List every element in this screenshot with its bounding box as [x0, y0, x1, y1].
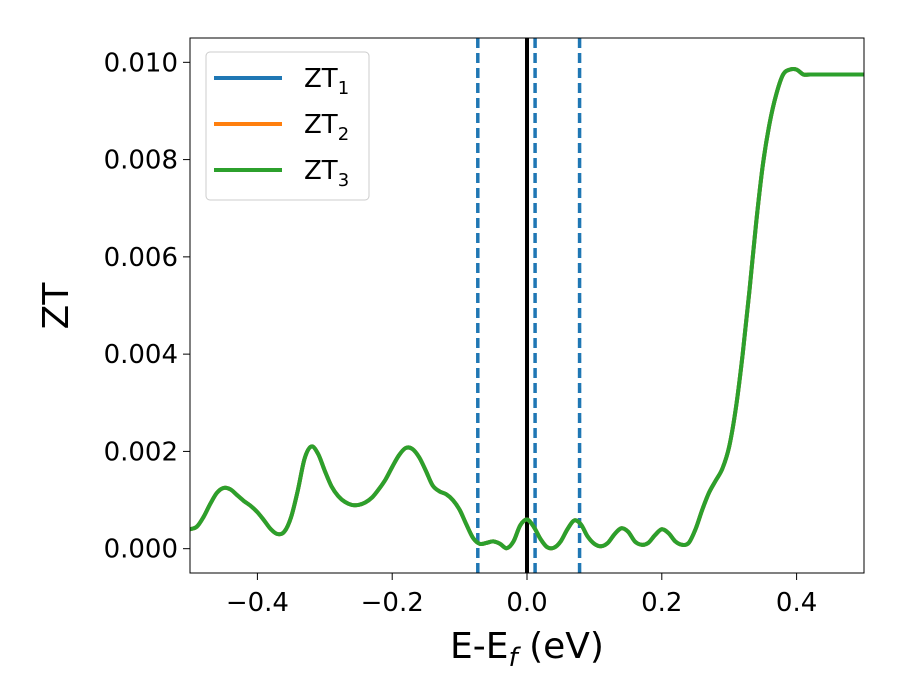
series-line-3 — [190, 67, 864, 551]
vertical-lines — [476, 38, 582, 573]
y-tick-label-1: 0.000 — [104, 535, 178, 565]
legend-label-1-sub: 1 — [338, 78, 349, 99]
legend-label-3-main: ZT — [304, 156, 338, 186]
y-axis-title: ZT — [36, 282, 77, 330]
legend-label-3-sub: 3 — [338, 170, 349, 191]
legend-box — [205, 51, 370, 201]
legend-label-2: ZT2 — [304, 110, 349, 145]
x-tick-label-4: 0.2 — [641, 588, 682, 618]
x-tick-label-3: 0.0 — [506, 588, 547, 618]
legend-item-1: ZT1 — [214, 64, 349, 99]
y-axis-ticks: 0.000 0.002 0.004 0.006 0.008 0.010 — [104, 48, 190, 565]
legend-item-3: ZT3 — [214, 156, 349, 191]
legend-label-2-sub: 2 — [338, 124, 349, 145]
x-tick-label-1: −0.4 — [226, 588, 289, 618]
y-tick-label-4: 0.006 — [104, 243, 178, 273]
y-tick-label-6: 0.010 — [104, 48, 178, 78]
x-axis-ticks: −0.4 −0.2 0.0 0.2 0.4 — [226, 573, 817, 618]
legend: ZT1 ZT2 ZT3 — [205, 51, 370, 201]
curve-layer — [190, 67, 864, 551]
x-axis-title: E-Ef (eV) — [450, 626, 604, 673]
legend-item-2: ZT2 — [214, 110, 349, 145]
y-tick-label-3: 0.004 — [104, 340, 178, 370]
legend-label-3: ZT3 — [304, 156, 349, 191]
x-tick-label-5: 0.4 — [776, 588, 817, 618]
x-axis-title-main: E-E — [450, 626, 508, 667]
x-tick-label-2: −0.2 — [361, 588, 424, 618]
x-axis-title-suffix: (eV) — [518, 626, 604, 667]
y-tick-label-5: 0.008 — [104, 146, 178, 176]
y-tick-label-2: 0.002 — [104, 437, 178, 467]
legend-label-1: ZT1 — [304, 64, 349, 99]
legend-label-2-main: ZT — [304, 110, 338, 140]
legend-label-1-main: ZT — [304, 64, 338, 94]
